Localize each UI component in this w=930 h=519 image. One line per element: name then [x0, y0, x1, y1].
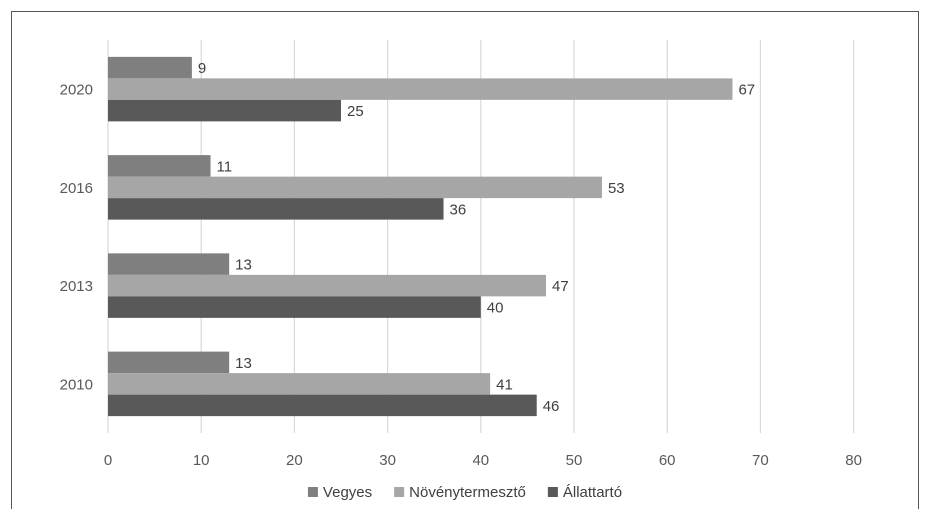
- data-label: 67: [738, 82, 755, 99]
- bar-2016-növénytermesztő: [108, 176, 602, 199]
- y-axis-categories: 2010 2013 2016 2020: [60, 82, 93, 394]
- data-label: 36: [450, 201, 467, 218]
- category-label: 2016: [60, 180, 93, 197]
- x-tick-label: 50: [566, 452, 583, 469]
- bar-2013-növénytermesztő: [108, 274, 547, 297]
- x-axis-ticks: 0 10 20 30 40 50 60 70 80: [104, 452, 862, 469]
- data-labels: 13 41 46 13 47 40 11 53 36 9 67 25: [198, 60, 755, 415]
- legend-swatch-vegyes: [307, 487, 318, 497]
- legend-swatch-növénytermesztő: [394, 487, 405, 497]
- x-tick-label: 40: [472, 452, 489, 469]
- data-label: 13: [235, 355, 252, 372]
- x-tick-label: 70: [752, 452, 769, 469]
- category-label: 2010: [60, 376, 93, 393]
- data-label: 11: [217, 158, 233, 175]
- data-label: 46: [543, 398, 560, 415]
- x-tick-label: 80: [845, 452, 862, 469]
- bar-2020-vegyes: [108, 56, 192, 79]
- bar-2020-állattartó: [108, 99, 341, 122]
- data-label: 13: [235, 257, 252, 274]
- data-label: 41: [496, 376, 513, 393]
- x-tick-label: 0: [104, 452, 112, 469]
- legend-label: Növénytermesztő: [409, 484, 526, 501]
- legend-label: Vegyes: [323, 484, 372, 501]
- bar-2013-vegyes: [108, 253, 230, 275]
- data-label: 9: [198, 60, 206, 77]
- category-label: 2013: [60, 278, 93, 295]
- data-label: 25: [347, 103, 364, 120]
- x-tick-label: 60: [659, 452, 676, 469]
- x-tick-label: 30: [379, 452, 396, 469]
- legend-swatch-állattartó: [547, 487, 558, 497]
- data-label: 47: [552, 278, 569, 295]
- x-tick-label: 20: [286, 452, 303, 469]
- bar-2010-növénytermesztő: [108, 373, 491, 395]
- bar-2010-vegyes: [108, 351, 230, 374]
- bar-2013-állattartó: [108, 296, 481, 318]
- data-label: 40: [487, 300, 504, 317]
- legend: Vegyes Növénytermesztő Állattartó: [307, 484, 622, 501]
- bars: [108, 56, 733, 417]
- x-tick-label: 10: [193, 452, 210, 469]
- data-label: 53: [608, 180, 625, 197]
- bar-2016-vegyes: [108, 155, 211, 177]
- category-label: 2020: [60, 82, 93, 99]
- bar-2010-állattartó: [108, 394, 537, 417]
- bar-2020-növénytermesztő: [108, 78, 733, 100]
- legend-label: Állattartó: [563, 484, 622, 501]
- bar-2016-állattartó: [108, 198, 444, 220]
